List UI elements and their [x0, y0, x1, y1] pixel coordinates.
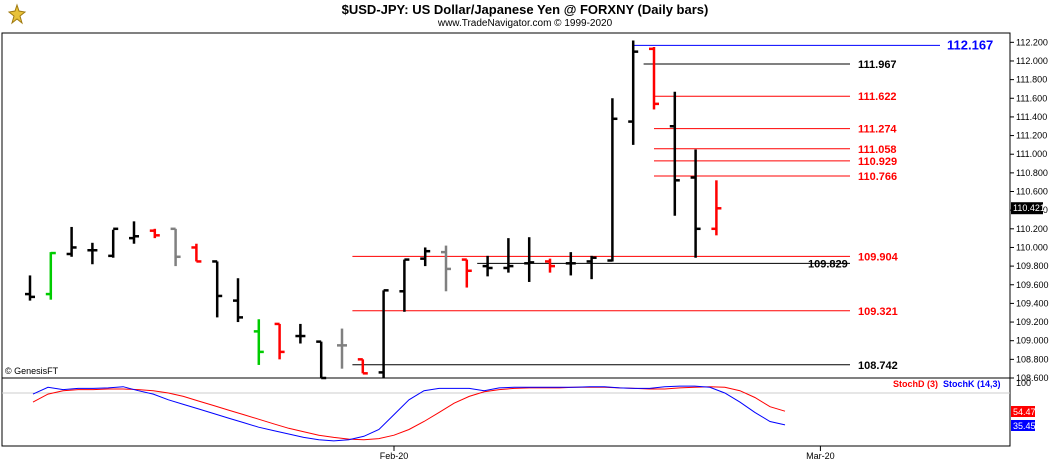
ohlc-bar: [711, 180, 722, 236]
x-tick-label: Mar-20: [806, 451, 835, 461]
price-level-label: 111.622: [858, 91, 897, 103]
ohlc-bar: [461, 258, 472, 288]
last-price-tag: [1011, 202, 1043, 215]
y-tick-label: 111.600: [1016, 93, 1047, 103]
ohlc-bar: [212, 260, 223, 318]
ohlc-bar: [482, 255, 493, 277]
ohlc-bar: [233, 278, 243, 323]
stochastic-lines: 100 54.47 StochD (3) 35.45 StochK (14,3): [2, 378, 1036, 442]
stoch-series-line: [32, 385, 786, 442]
ohlc-bar: [545, 258, 555, 273]
ohlc-bar: [357, 358, 368, 375]
y-tick-label: 110.600: [1016, 187, 1048, 197]
logo-icon: [6, 3, 28, 25]
stoch-series-line: [32, 386, 786, 441]
price-level-label: 112.167: [947, 37, 993, 52]
stoch-tick-label: 100: [1016, 378, 1031, 388]
y-tick-label: 109.400: [1016, 298, 1049, 308]
y-tick-label: 109.800: [1016, 261, 1049, 271]
chart-subtitle: www.TradeNavigator.com © 1999-2020: [437, 18, 613, 29]
ohlc-bar: [129, 221, 139, 244]
ohlc-bar: [66, 226, 77, 257]
price-level-label: 108.742: [858, 360, 898, 372]
ohlc-bar: [191, 243, 202, 263]
ohlc-bar: [420, 247, 431, 267]
price-levels: 112.167 111.967 111.622 111.274 111.058110.9…: [352, 37, 993, 372]
ohlc-bar: [649, 46, 659, 110]
price-level-label: 110.929: [858, 156, 897, 168]
price-level-label: 111.967: [858, 59, 897, 71]
ohlc-bar: [399, 258, 410, 312]
ohlc-bar: [274, 322, 285, 360]
y-tick-label: 109.200: [1016, 317, 1049, 327]
y-tick-label: 110.200: [1016, 224, 1048, 234]
stoch-value-label: 54.47: [1013, 407, 1036, 417]
price-level-label: 109.904: [858, 251, 899, 263]
ohlc-bar: [503, 238, 514, 273]
ohlc-bar: [690, 149, 701, 258]
price-level-label: 109.321: [858, 306, 898, 318]
ohlc-bar: [669, 91, 680, 216]
stoch-legend-label: StochD (3): [893, 379, 938, 389]
ohlc-bar: [87, 242, 98, 265]
stoch-value-tag: [1011, 420, 1035, 431]
ohlc-bar: [295, 323, 306, 344]
y-tick-label: 111.800: [1016, 75, 1047, 85]
y-tick-label: 109.000: [1016, 336, 1049, 346]
ohlc-bar: [253, 319, 264, 365]
price-axis: 112.200 112.000 111.800 111.600 111.400 111.2…: [1010, 37, 1049, 383]
y-tick-label: 111.400: [1016, 112, 1047, 122]
ohlc-bar: [337, 328, 347, 369]
ohlc-bar: [628, 40, 639, 145]
ohlc-bar: [524, 237, 535, 282]
y-tick-label: 110.800: [1016, 168, 1048, 178]
last-price-label: 110.421: [1013, 203, 1045, 213]
date-axis: Feb-20 Mar-20: [380, 446, 835, 461]
copyright-label: © GenesisFT: [5, 366, 59, 376]
price-level-label: 110.766: [858, 171, 897, 183]
ohlc-bar: [149, 228, 160, 239]
ohlc-bar: [25, 275, 35, 301]
y-tick-label: 110.000: [1016, 242, 1048, 252]
price-panel: [1, 32, 1011, 379]
ohlc-bar: [586, 255, 597, 280]
ohlc-bar: [170, 227, 181, 267]
chart-title: $USD-JPY: US Dollar/Japanese Yen @ FORXN…: [341, 2, 709, 17]
y-tick-label: 109.600: [1016, 280, 1049, 290]
stoch-value-tag: [1011, 406, 1035, 417]
stochastic-panel: [1, 377, 1011, 447]
ohlc-bar: [378, 289, 389, 378]
stoch-value-label: 35.45: [1013, 421, 1036, 431]
y-tick-label: 112.000: [1016, 56, 1048, 66]
ohlc-bar: [316, 340, 327, 380]
ohlc-bars: [25, 40, 722, 380]
price-level-label: 111.058: [858, 144, 897, 156]
y-tick-label: 111.200: [1016, 131, 1047, 141]
y-tick-label: 112.200: [1016, 37, 1048, 47]
y-tick-label: 111.000: [1016, 149, 1047, 159]
ohlc-bar: [607, 98, 618, 262]
stoch-legend-label: StochK (14,3): [943, 379, 1001, 389]
ohlc-bar: [565, 252, 576, 276]
price-level-label: 109.829: [808, 258, 848, 270]
ohlc-bar: [45, 251, 56, 300]
y-tick-label: 108.800: [1016, 354, 1049, 364]
price-level-label: 111.274: [858, 124, 897, 136]
x-tick-label: Feb-20: [380, 451, 409, 461]
ohlc-bar: [441, 245, 451, 292]
ohlc-bar: [108, 227, 119, 258]
y-tick-label: 108.600: [1016, 373, 1049, 383]
